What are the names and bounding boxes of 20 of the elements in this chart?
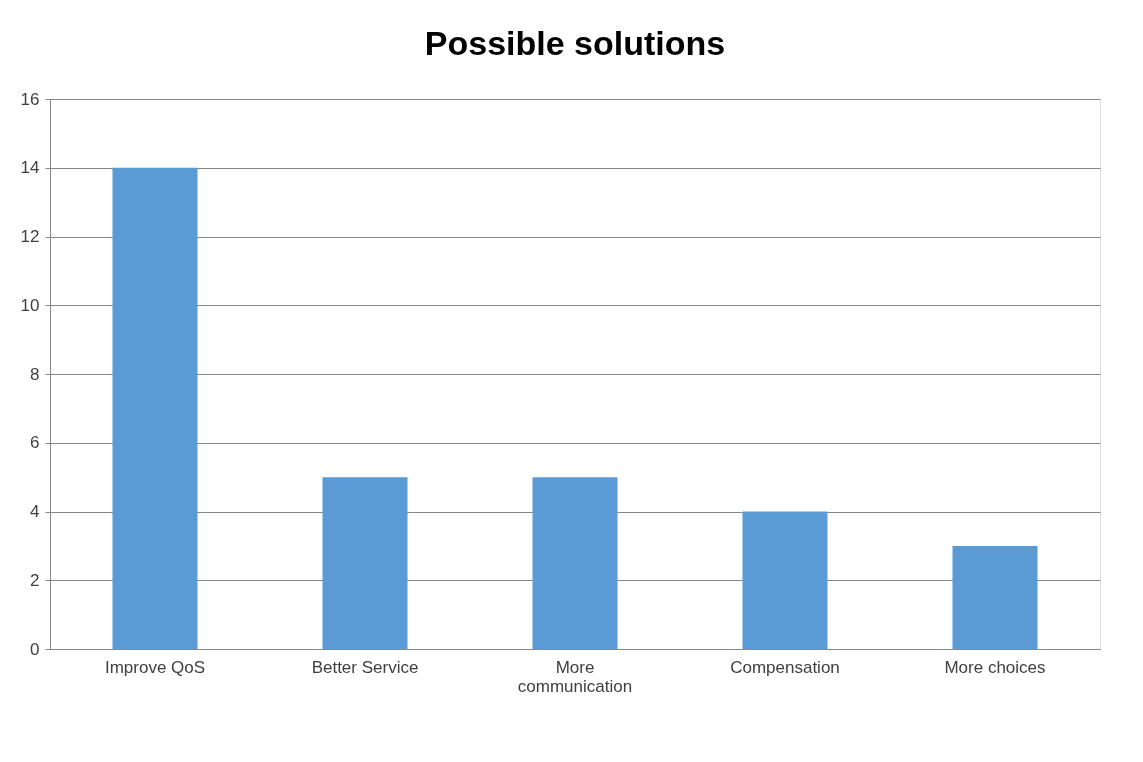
bar [742, 511, 828, 649]
y-tick-label: 16 [20, 89, 40, 109]
y-tick-label: 8 [30, 364, 40, 384]
x-tick-label: Improve QoS [104, 657, 206, 677]
x-tick-label: Better Service [311, 657, 419, 677]
bar [532, 477, 618, 649]
x-tick-label: More choices [944, 657, 1046, 677]
y-tick-label: 12 [20, 227, 40, 246]
x-tick-label: Compensation [730, 657, 840, 677]
y-tick-label: 2 [30, 570, 40, 590]
y-tick-label: 0 [30, 639, 40, 659]
y-tick-label: 6 [30, 433, 40, 453]
x-tick-label: More communication [517, 657, 633, 696]
y-tick-label: 4 [30, 502, 40, 521]
bar [112, 167, 198, 649]
bar [322, 477, 408, 649]
chart-title: Possible solutions [424, 24, 726, 62]
y-tick-label: 14 [20, 158, 40, 178]
bar [952, 545, 1038, 649]
y-tick-label: 10 [20, 295, 40, 315]
